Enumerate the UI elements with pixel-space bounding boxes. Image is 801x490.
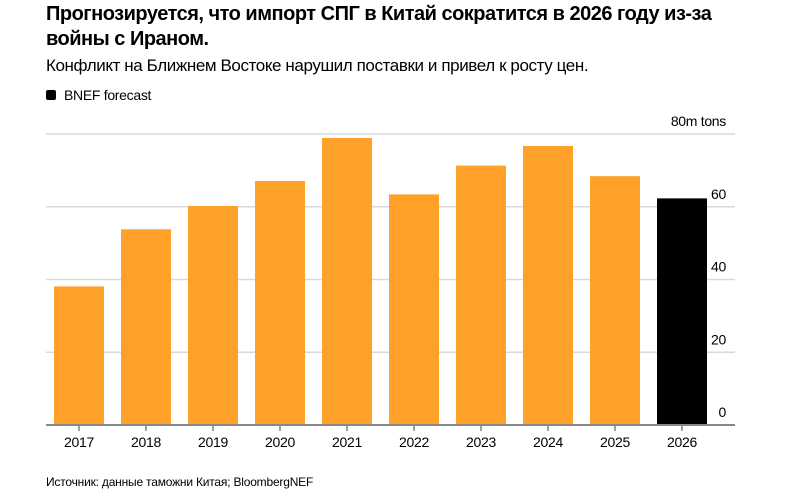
bar-2023 [456,165,506,426]
y-tick-label: 40 [711,259,726,275]
x-tick-label: 2025 [600,434,630,450]
bar-2019 [188,206,238,425]
bar-2018 [121,229,171,425]
y-tick-label: 60 [711,186,726,202]
y-tick-label: 20 [711,331,726,347]
x-tick-label: 2021 [332,434,362,450]
legend-swatch-forecast [46,90,56,100]
y-tick-label: 0 [719,404,727,420]
source-note: Источник: данные таможни Китая; Bloomber… [46,475,314,489]
chart-subtitle: Конфликт на Ближнем Востоке нарушил пост… [46,56,589,75]
x-tick-label: 2018 [131,434,161,450]
x-tick-label: 2024 [533,434,563,450]
x-tick-label: 2026 [667,434,697,450]
x-tick-label: 2017 [64,434,94,450]
legend-label-forecast: BNEF forecast [64,87,152,103]
x-tick-label: 2022 [399,434,429,450]
bar-2024 [523,146,573,425]
bar-2022 [389,194,439,425]
y-tick-label: 80m tons [671,113,726,129]
x-tick-label: 2020 [265,434,295,450]
bar-2026 [657,198,707,425]
bar-2020 [255,180,305,425]
bar-2017 [54,286,104,425]
x-tick-label: 2019 [198,434,228,450]
bar-2021 [322,138,372,425]
x-tick-label: 2023 [466,434,496,450]
legend: BNEF forecast [46,87,151,103]
chart-title: Прогнозируется, что импорт СПГ в Китай с… [46,3,712,50]
bar-2025 [590,176,640,425]
